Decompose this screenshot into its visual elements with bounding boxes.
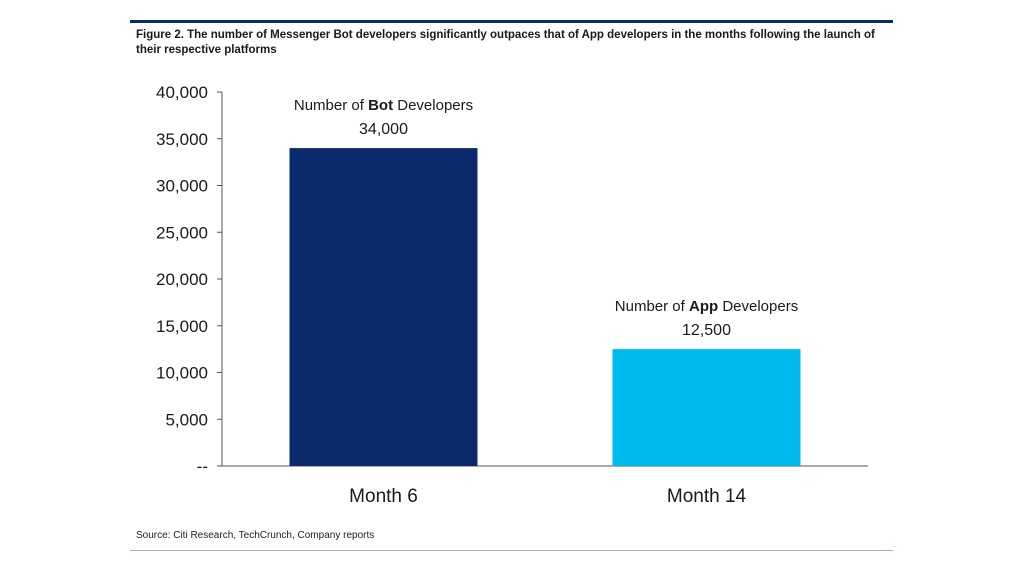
bars [289, 148, 801, 466]
y-tick-label: 10,000 [156, 364, 208, 383]
bar-value-label: 12,500 [682, 322, 731, 339]
y-tick-label: 5,000 [165, 410, 208, 429]
y-tick-label: 25,000 [156, 223, 208, 242]
figure-title: Figure 2. The number of Messenger Bot de… [136, 29, 875, 56]
bar-annotation-label: Number of App Developers [615, 298, 798, 315]
y-tick-label: 20,000 [156, 270, 208, 289]
bar-value-label: 34,000 [359, 121, 408, 138]
y-axis: -- 5,000 10,000 15,000 20,000 25,000 30,000 35,… [156, 83, 223, 476]
y-tick-label: 40,000 [156, 83, 208, 102]
bar-month-6 [289, 148, 478, 466]
x-category-label: Month 6 [349, 486, 418, 507]
category-labels: Month 6 Month 14 [349, 486, 746, 507]
y-tick-label: 35,000 [156, 130, 208, 149]
bar-month-14 [612, 349, 801, 466]
source-note: Source: Citi Research, TechCrunch, Compa… [136, 530, 375, 541]
y-tick-label: 30,000 [156, 177, 208, 196]
y-tick-label: 15,000 [156, 317, 208, 336]
bar-annotations: Number of Bot Developers 34,000 Number of … [294, 97, 798, 339]
x-category-label: Month 14 [667, 486, 747, 507]
y-tick-label: -- [197, 457, 208, 476]
bar-annotation-label: Number of Bot Developers [294, 97, 473, 114]
